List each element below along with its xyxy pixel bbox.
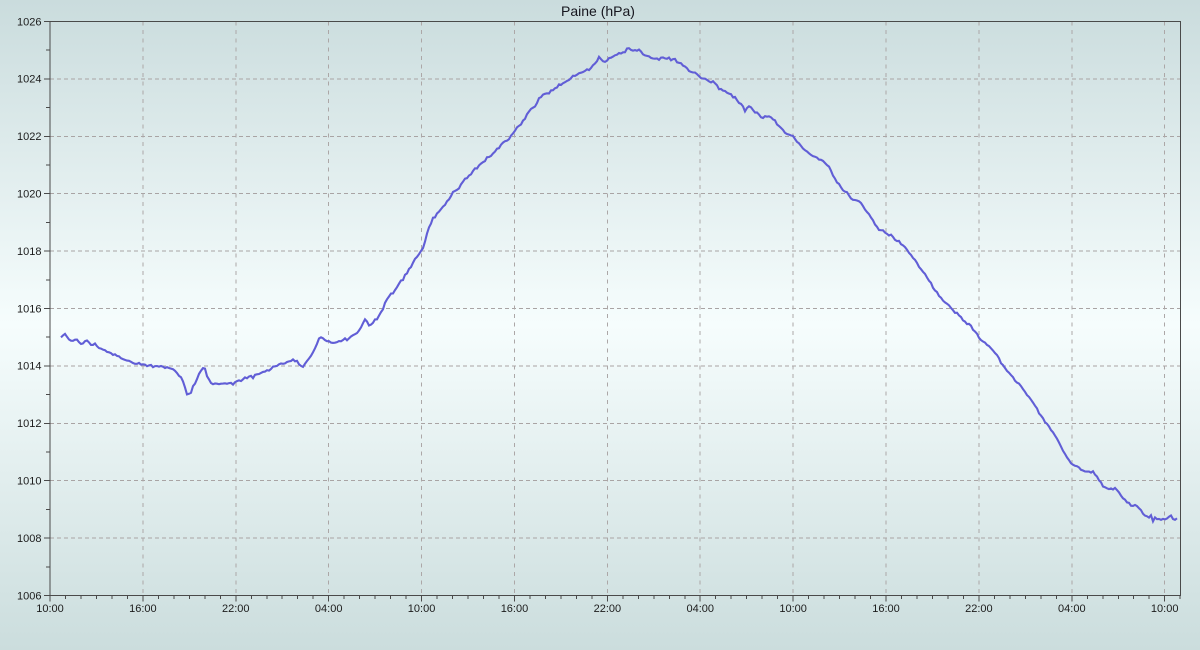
svg-text:1012: 1012: [17, 418, 41, 430]
svg-text:16:00: 16:00: [129, 603, 157, 615]
svg-text:1020: 1020: [17, 189, 41, 201]
svg-text:22:00: 22:00: [594, 603, 622, 615]
svg-text:22:00: 22:00: [965, 603, 993, 615]
svg-text:10:00: 10:00: [408, 603, 436, 615]
svg-text:1010: 1010: [17, 476, 41, 488]
svg-text:Paine (hPa): Paine (hPa): [561, 3, 635, 19]
svg-text:04:00: 04:00: [686, 603, 714, 615]
svg-text:1006: 1006: [17, 590, 41, 602]
svg-text:1022: 1022: [17, 131, 41, 143]
svg-text:1026: 1026: [17, 16, 41, 28]
svg-text:1018: 1018: [17, 246, 41, 258]
svg-text:16:00: 16:00: [872, 603, 900, 615]
svg-text:22:00: 22:00: [222, 603, 250, 615]
svg-text:04:00: 04:00: [1058, 603, 1086, 615]
svg-text:1024: 1024: [17, 74, 41, 86]
svg-text:10:00: 10:00: [779, 603, 807, 615]
svg-text:1014: 1014: [17, 361, 41, 373]
svg-text:16:00: 16:00: [501, 603, 529, 615]
svg-text:1016: 1016: [17, 303, 41, 315]
svg-text:10:00: 10:00: [36, 603, 64, 615]
svg-text:04:00: 04:00: [315, 603, 343, 615]
svg-text:1008: 1008: [17, 533, 41, 545]
svg-text:10:00: 10:00: [1151, 603, 1179, 615]
